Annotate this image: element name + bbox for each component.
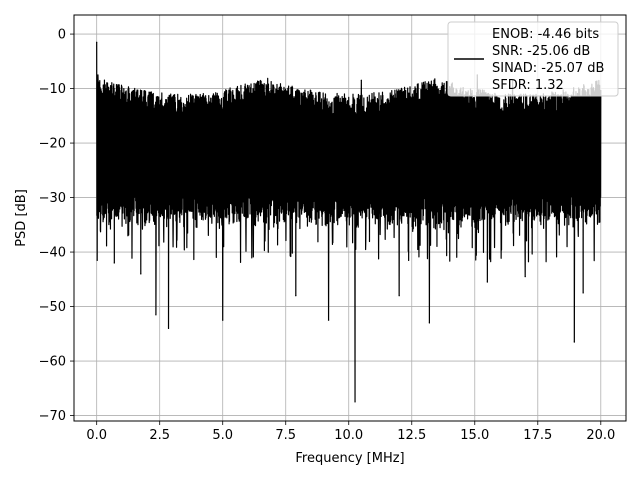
x-tick-label: 2.5 bbox=[149, 428, 170, 443]
legend: ENOB: -4.46 bits SNR: -25.06 dB SINAD: -… bbox=[447, 21, 619, 97]
psd-data-point bbox=[327, 319, 330, 321]
x-tick-label: 15.0 bbox=[460, 428, 489, 443]
psd-data-point bbox=[167, 327, 170, 329]
psd-data-point bbox=[155, 314, 157, 316]
psd-data-point bbox=[113, 262, 115, 264]
psd-data-point bbox=[140, 273, 142, 275]
y-tick-label: −20 bbox=[39, 137, 66, 152]
psd-data-point bbox=[354, 401, 356, 403]
psd-series-line bbox=[96, 42, 602, 403]
psd-data-point bbox=[486, 281, 488, 283]
x-tick-label: 10.0 bbox=[334, 428, 363, 443]
psd-data-point bbox=[96, 41, 98, 43]
x-tick-label: 7.5 bbox=[275, 428, 296, 443]
y-tick-label: −70 bbox=[39, 409, 66, 424]
y-tick-label: 0 bbox=[58, 28, 66, 43]
psd-data-point bbox=[295, 295, 297, 297]
legend-box bbox=[447, 21, 619, 97]
legend-entry-sinad: SINAD: -25.07 dB bbox=[492, 61, 604, 76]
x-tick-label: 12.5 bbox=[397, 428, 426, 443]
y-tick-label: −30 bbox=[39, 191, 66, 206]
x-axis-label: Frequency [MHz] bbox=[295, 451, 404, 466]
y-tick-label: −10 bbox=[39, 82, 66, 97]
psd-data-point bbox=[573, 341, 575, 343]
legend-entry-snr: SNR: -25.06 dB bbox=[492, 44, 590, 59]
legend-entry-sfdr: SFDR: 1.32 bbox=[492, 78, 564, 93]
y-tick-label: −40 bbox=[39, 246, 66, 261]
x-tick-label: 20.0 bbox=[586, 428, 615, 443]
psd-data-point bbox=[222, 319, 224, 321]
legend-entry-enob: ENOB: -4.46 bits bbox=[492, 27, 599, 42]
y-tick-label: −60 bbox=[39, 355, 66, 370]
x-axis: 0.0 2.5 5.0 7.5 10.0 12.5 15.0 17.5 20.0 bbox=[86, 421, 615, 443]
psd-data-point bbox=[428, 322, 430, 324]
y-axis-label: PSD [dB] bbox=[14, 189, 29, 247]
y-tick-label: −50 bbox=[39, 300, 66, 315]
x-tick-label: 5.0 bbox=[212, 428, 233, 443]
x-tick-label: 17.5 bbox=[523, 428, 552, 443]
psd-data-point bbox=[96, 259, 98, 261]
psd-data-point bbox=[582, 292, 584, 294]
psd-data-point bbox=[360, 79, 362, 81]
x-tick-label: 0.0 bbox=[86, 428, 107, 443]
psd-data-point bbox=[398, 295, 400, 297]
psd-data-point bbox=[97, 74, 99, 76]
axes-frame bbox=[73, 14, 627, 422]
psd-data-point bbox=[524, 275, 526, 278]
y-axis: 0 −10 −20 −30 −40 −50 −60 −70 bbox=[39, 28, 74, 424]
